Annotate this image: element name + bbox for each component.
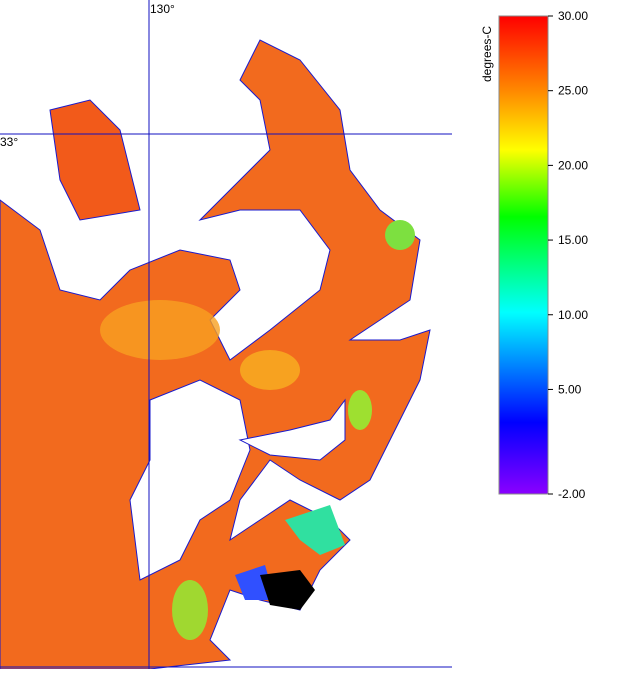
cool-patch [285,505,345,555]
green-patch [348,390,372,430]
longitude-label: 130° [150,2,175,16]
bay [49,99,141,221]
warm-patch [240,350,300,390]
map-area: 130° 33° [0,0,452,670]
colorbar-tick-label: 5.00 [558,382,582,396]
colorbar-tick-label: -2.00 [558,487,586,501]
sea [0,39,431,670]
colorbar-tick-label: 20.00 [558,158,588,172]
latitude-label: 33° [0,135,18,149]
warm-patch [100,300,220,360]
island [129,379,251,581]
no-data [260,570,315,610]
green-patch [172,580,208,640]
colorbar [498,15,549,495]
colorbar-tick-label: 25.00 [558,84,588,98]
colorbar-title: degrees-C [480,26,494,82]
cold-patch [235,565,275,600]
colorbar-tick-label: 10.00 [558,308,588,322]
green-patch [385,220,415,250]
colorbar-tick-label: 15.00 [558,233,588,247]
colorbar-tick-label: 30.00 [558,9,588,23]
island [238,398,346,461]
